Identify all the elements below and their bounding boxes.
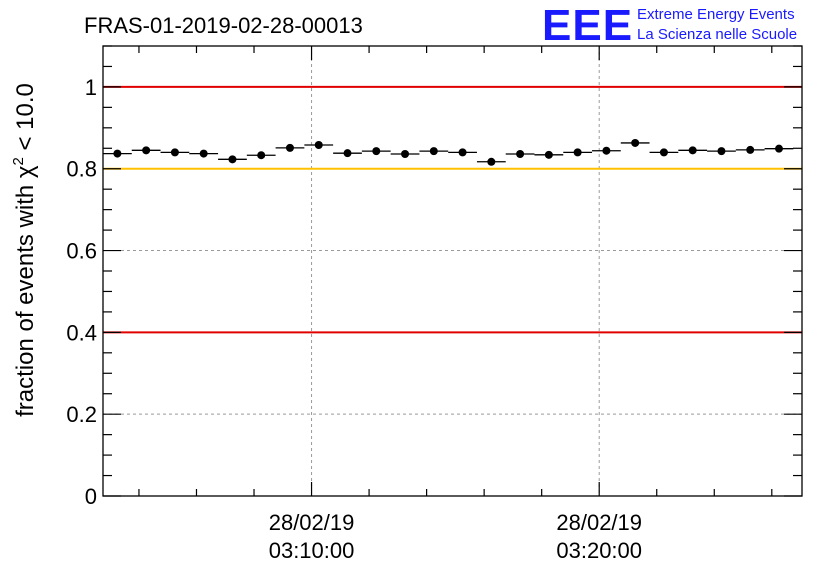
data-point <box>602 146 611 155</box>
chart-title: FRAS-01-2019-02-28-00013 <box>84 13 363 38</box>
data-point <box>285 143 294 152</box>
logo-line-2: La Scienza nelle Scuole <box>637 26 797 43</box>
data-point <box>573 148 582 157</box>
data-point <box>199 149 208 158</box>
data-point <box>113 149 122 158</box>
data-point <box>717 147 726 156</box>
data-point <box>228 155 237 164</box>
data-point <box>314 141 323 149</box>
x-tick-label-date: 28/02/19 <box>556 510 642 535</box>
x-tick-label-time: 03:20:00 <box>556 538 642 563</box>
data-points <box>103 138 794 166</box>
y-axis-label-sup: 2 <box>10 157 27 165</box>
tick-labels: 0 0.2 0.4 0.6 0.8 1 28/02/19 03:10:00 28/02/19 03… <box>66 75 642 563</box>
grid-lines <box>103 46 802 496</box>
y-axis-label-suffix: < 10.0 <box>12 83 39 157</box>
data-point <box>142 146 151 155</box>
x-tick-label-time: 03:10:00 <box>269 538 355 563</box>
data-point <box>516 150 525 158</box>
axis-ticks <box>103 45 802 497</box>
y-tick-label: 0.8 <box>66 157 97 182</box>
eee-logo: EEE Extreme Energy Events La Scienza nel… <box>542 1 797 50</box>
y-axis-label: fraction of events with χ2 < 10.0 <box>10 83 39 417</box>
data-point <box>544 150 553 159</box>
data-point <box>458 148 467 157</box>
data-point <box>774 144 783 153</box>
data-point <box>746 145 755 154</box>
data-point <box>372 147 381 156</box>
data-point <box>170 148 179 157</box>
data-point <box>631 138 640 147</box>
data-point <box>257 151 266 160</box>
y-tick-label: 0.6 <box>66 239 97 264</box>
data-point <box>487 157 496 166</box>
data-point <box>688 146 697 155</box>
data-point <box>343 149 352 158</box>
x-tick-label-date: 28/02/19 <box>269 510 355 535</box>
reference-lines <box>103 85 802 334</box>
data-point <box>429 147 438 156</box>
logo-letters: EEE <box>542 1 633 50</box>
y-tick-label: 1 <box>85 75 97 100</box>
y-tick-label: 0.4 <box>66 320 97 345</box>
plot-frame <box>102 45 803 497</box>
data-point <box>401 150 410 158</box>
y-tick-label: 0 <box>85 484 97 509</box>
logo-line-1: Extreme Energy Events <box>637 6 795 23</box>
y-tick-label: 0.2 <box>66 402 97 427</box>
data-point <box>659 148 668 157</box>
y-axis-label-prefix: fraction of events with <box>12 178 39 417</box>
y-axis-label-symbol: χ <box>12 165 39 178</box>
